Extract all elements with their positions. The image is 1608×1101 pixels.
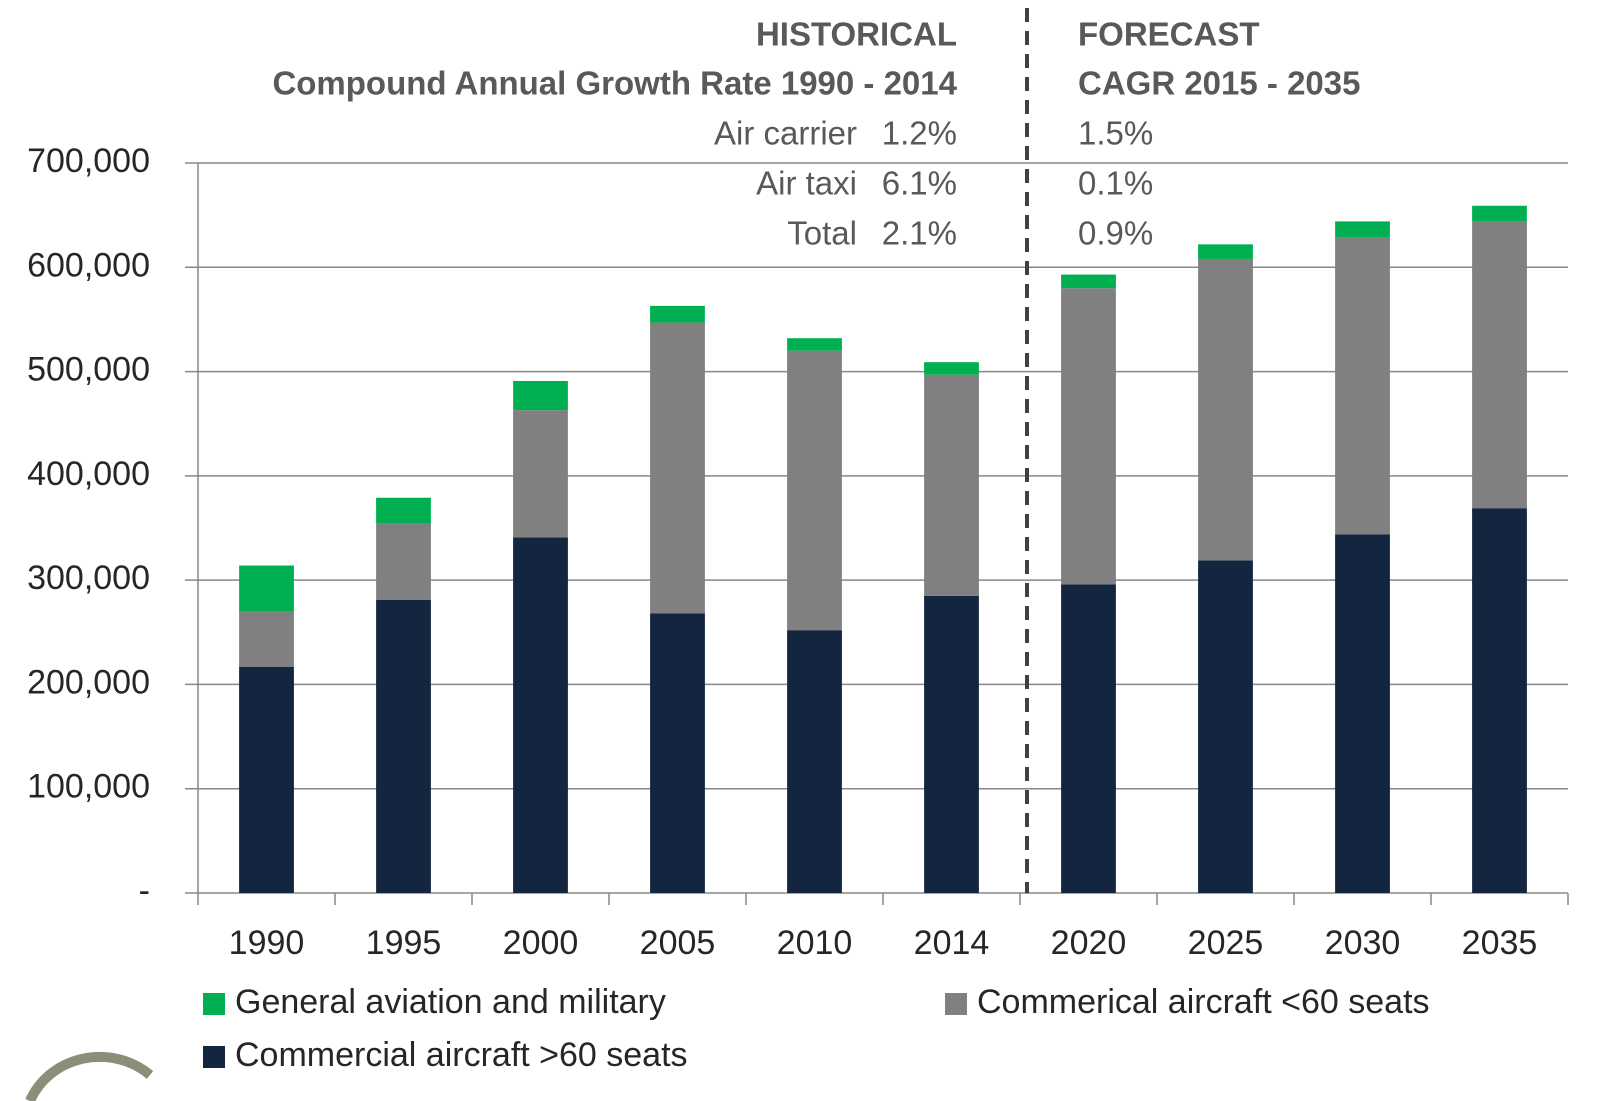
x-tick-label: 2005: [640, 924, 716, 962]
x-tick-label: 2020: [1051, 924, 1127, 962]
y-tick-label: 100,000: [27, 768, 150, 806]
annotation-subtitle: CAGR 2015 - 2035: [1078, 65, 1360, 102]
bar-segment: [924, 595, 979, 893]
x-tick-label: 2010: [777, 924, 853, 962]
annotation-value: 1.5%: [1078, 115, 1153, 152]
bar-segment: [787, 338, 842, 351]
x-tick-label: 2000: [503, 924, 579, 962]
bar-segment: [1198, 258, 1253, 561]
annotation-value: 2.1%: [882, 215, 957, 252]
bar-segment: [787, 350, 842, 631]
bar-segment: [1198, 560, 1253, 893]
logo-fragment: [25, 1051, 154, 1101]
annotation-value: 0.1%: [1078, 165, 1153, 202]
bar-segment: [513, 537, 568, 893]
y-tick-label: 500,000: [27, 351, 150, 389]
x-tick-label: 2030: [1325, 924, 1401, 962]
bar-segment: [239, 565, 294, 612]
bar-segment: [1472, 221, 1527, 509]
bar-segment: [376, 497, 431, 524]
annotation-label: Air taxi: [756, 165, 857, 202]
annotation-label: Air carrier: [714, 115, 857, 152]
bar-segment: [376, 599, 431, 893]
legend-label: Commercial aircraft >60 seats: [235, 1036, 688, 1074]
bar-segment: [650, 613, 705, 893]
annotation-value: 1.2%: [882, 115, 957, 152]
bar-segment: [1472, 205, 1527, 222]
bar-segment: [239, 611, 294, 667]
x-tick-label: 2025: [1188, 924, 1264, 962]
legend-label: General aviation and military: [235, 983, 666, 1021]
bar-segment: [1335, 237, 1390, 535]
annotation-subtitle: Compound Annual Growth Rate 1990 - 2014: [272, 65, 957, 102]
y-tick-label: -: [139, 872, 150, 910]
x-tick-label: 2014: [914, 924, 990, 962]
bar-segment: [513, 380, 568, 411]
bar-segment: [1061, 288, 1116, 585]
y-tick-label: 600,000: [27, 246, 150, 284]
annotation-value: 6.1%: [882, 165, 957, 202]
y-tick-label: 200,000: [27, 663, 150, 701]
bar-segment: [1198, 244, 1253, 259]
y-tick-label: 300,000: [27, 559, 150, 597]
bar-segment: [924, 374, 979, 596]
x-tick-label: 2035: [1462, 924, 1538, 962]
y-tick-label: 700,000: [27, 142, 150, 180]
annotation-title: HISTORICAL: [756, 16, 957, 53]
bar-segment: [1335, 221, 1390, 238]
bar-segment: [1472, 508, 1527, 893]
legend-label: Commerical aircraft <60 seats: [977, 983, 1430, 1021]
bar-segment: [1335, 534, 1390, 893]
bar-segment: [650, 322, 705, 614]
bar-segment: [1061, 274, 1116, 289]
legend-swatch: [203, 993, 225, 1015]
bar-segment: [787, 630, 842, 893]
bar-segment: [924, 362, 979, 375]
annotation-value: 0.9%: [1078, 215, 1153, 252]
y-tick-label: 400,000: [27, 455, 150, 493]
bar-segment: [1061, 584, 1116, 893]
annotation-title: FORECAST: [1078, 16, 1260, 53]
annotation-label: Total: [787, 215, 857, 252]
bar-segment: [239, 666, 294, 893]
legend-swatch: [203, 1046, 225, 1068]
x-tick-label: 1995: [366, 924, 442, 962]
legend-swatch: [945, 993, 967, 1015]
x-tick-label: 1990: [229, 924, 305, 962]
bar-segment: [513, 410, 568, 538]
bar-segment: [650, 305, 705, 323]
bar-segment: [376, 523, 431, 600]
